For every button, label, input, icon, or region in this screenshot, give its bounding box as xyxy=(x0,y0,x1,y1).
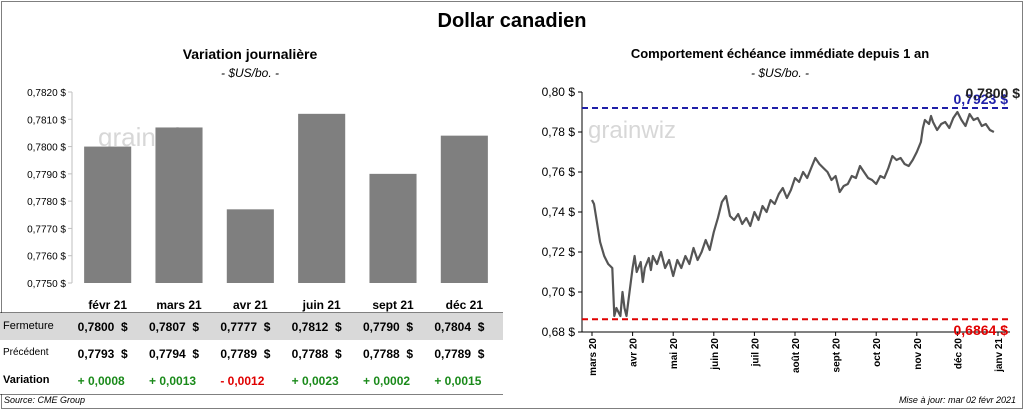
source-note: Source: CME Group xyxy=(4,395,86,405)
table-cell: 0,7790 $ xyxy=(363,320,414,334)
left-y-tick-label: 0,7820 $ xyxy=(27,88,66,99)
price-series-line xyxy=(591,110,995,318)
left-y-tick-label: 0,7810 $ xyxy=(27,115,66,126)
reference-label-0: 0,7923 $ xyxy=(954,91,1009,107)
right-x-tick-label: oct 20 xyxy=(872,338,883,367)
page-title: Dollar canadien xyxy=(437,10,587,32)
table-row-fermeture: Fermeture 0,7800 $ 0,7807 $ 0,7777 $ 0,7812… xyxy=(0,313,503,340)
table-cell: 0,7804 $ xyxy=(434,320,485,334)
left-y-tick-label: 0,7750 $ xyxy=(27,279,66,290)
table-cell: 0,7777 $ xyxy=(220,320,271,334)
right-y-tick-label: 0,72 $ xyxy=(542,245,576,259)
bar-3 xyxy=(298,113,346,283)
bar-5 xyxy=(440,135,488,283)
table-cell: 0,7793 $ xyxy=(77,347,128,361)
left-x-label: sept 21 xyxy=(372,298,414,312)
table-cell: 0,7788 $ xyxy=(291,347,342,361)
left-y-tick-label: 0,7790 $ xyxy=(27,170,66,181)
row-label-variation: Variation xyxy=(3,374,50,386)
table-cell: + 0,0023 xyxy=(291,374,339,388)
table-cell: - 0,0012 xyxy=(220,374,265,388)
left-chart-title: Variation journalière xyxy=(182,46,318,62)
left-x-label: juin 21 xyxy=(302,298,341,312)
table-row-variation: Variation + 0,0008 + 0,0013 - 0,0012 + 0,00… xyxy=(0,367,503,394)
left-y-tick-label: 0,7780 $ xyxy=(27,197,66,208)
right-x-tick-label: juil 20 xyxy=(750,338,761,368)
table-row-precedent: Précédent 0,7793 $ 0,7794 $ 0,7789 $ 0,7788… xyxy=(0,340,503,367)
right-y-tick-label: 0,70 $ xyxy=(542,285,576,299)
right-chart-title: Comportement échéance immédiate depuis 1… xyxy=(630,46,930,61)
right-x-tick-label: sept 20 xyxy=(832,338,843,373)
right-x-tick-label: nov 20 xyxy=(913,338,924,370)
bar-0 xyxy=(84,146,132,283)
left-x-label: févr 21 xyxy=(88,298,127,312)
bar-1 xyxy=(155,127,203,283)
right-x-tick-label: mars 20 xyxy=(588,338,599,376)
right-y-tick-label: 0,74 $ xyxy=(542,205,576,219)
table-cell: + 0,0015 xyxy=(434,374,482,388)
left-y-tick-label: 0,7770 $ xyxy=(27,224,66,235)
table-cell: 0,7807 $ xyxy=(149,320,200,334)
right-y-tick-label: 0,68 $ xyxy=(542,325,576,339)
table-cell: 0,7794 $ xyxy=(149,347,200,361)
last-value-label: 0,7800 $ xyxy=(966,85,1021,101)
right-watermark: grainwiz xyxy=(588,117,676,144)
table-cell: + 0,0002 xyxy=(363,374,411,388)
right-y-tick-label: 0,76 $ xyxy=(542,165,576,179)
right-x-tick-label: août 20 xyxy=(791,338,802,373)
row-label-precedent: Précédent xyxy=(3,347,49,358)
update-note: Mise à jour: mar 02 févr 2021 xyxy=(898,395,1016,405)
right-y-tick-label: 0,80 $ xyxy=(542,85,576,99)
left-y-tick-label: 0,7760 $ xyxy=(27,252,66,263)
right-x-tick-label: mai 20 xyxy=(669,338,680,370)
table-cell: 0,7812 $ xyxy=(291,320,342,334)
bar-2 xyxy=(226,209,274,283)
left-x-label: avr 21 xyxy=(233,298,268,312)
left-x-label: mars 21 xyxy=(156,298,202,312)
left-x-label: déc 21 xyxy=(446,298,484,312)
table-cell: + 0,0008 xyxy=(77,374,125,388)
table-cell: + 0,0013 xyxy=(149,374,197,388)
bar-4 xyxy=(369,173,417,283)
left-y-tick-label: 0,7800 $ xyxy=(27,143,66,154)
table-cell: 0,7789 $ xyxy=(220,347,271,361)
table-cell: 0,7788 $ xyxy=(363,347,414,361)
right-x-tick-label: déc 20 xyxy=(953,338,964,370)
table-cell: 0,7789 $ xyxy=(434,347,485,361)
right-x-tick-label: janv 21 xyxy=(994,338,1005,373)
right-x-tick-label: avr 20 xyxy=(629,338,640,367)
right-y-tick-label: 0,78 $ xyxy=(542,125,576,139)
table-cell: 0,7800 $ xyxy=(77,320,128,334)
row-label-fermeture: Fermeture xyxy=(3,320,54,332)
reference-label-1: 0,6864 $ xyxy=(954,322,1009,338)
right-chart-unit: - $US/bo. - xyxy=(750,66,810,80)
left-chart-unit: - $US/bo. - xyxy=(220,66,280,80)
right-x-tick-label: juin 20 xyxy=(710,338,721,371)
